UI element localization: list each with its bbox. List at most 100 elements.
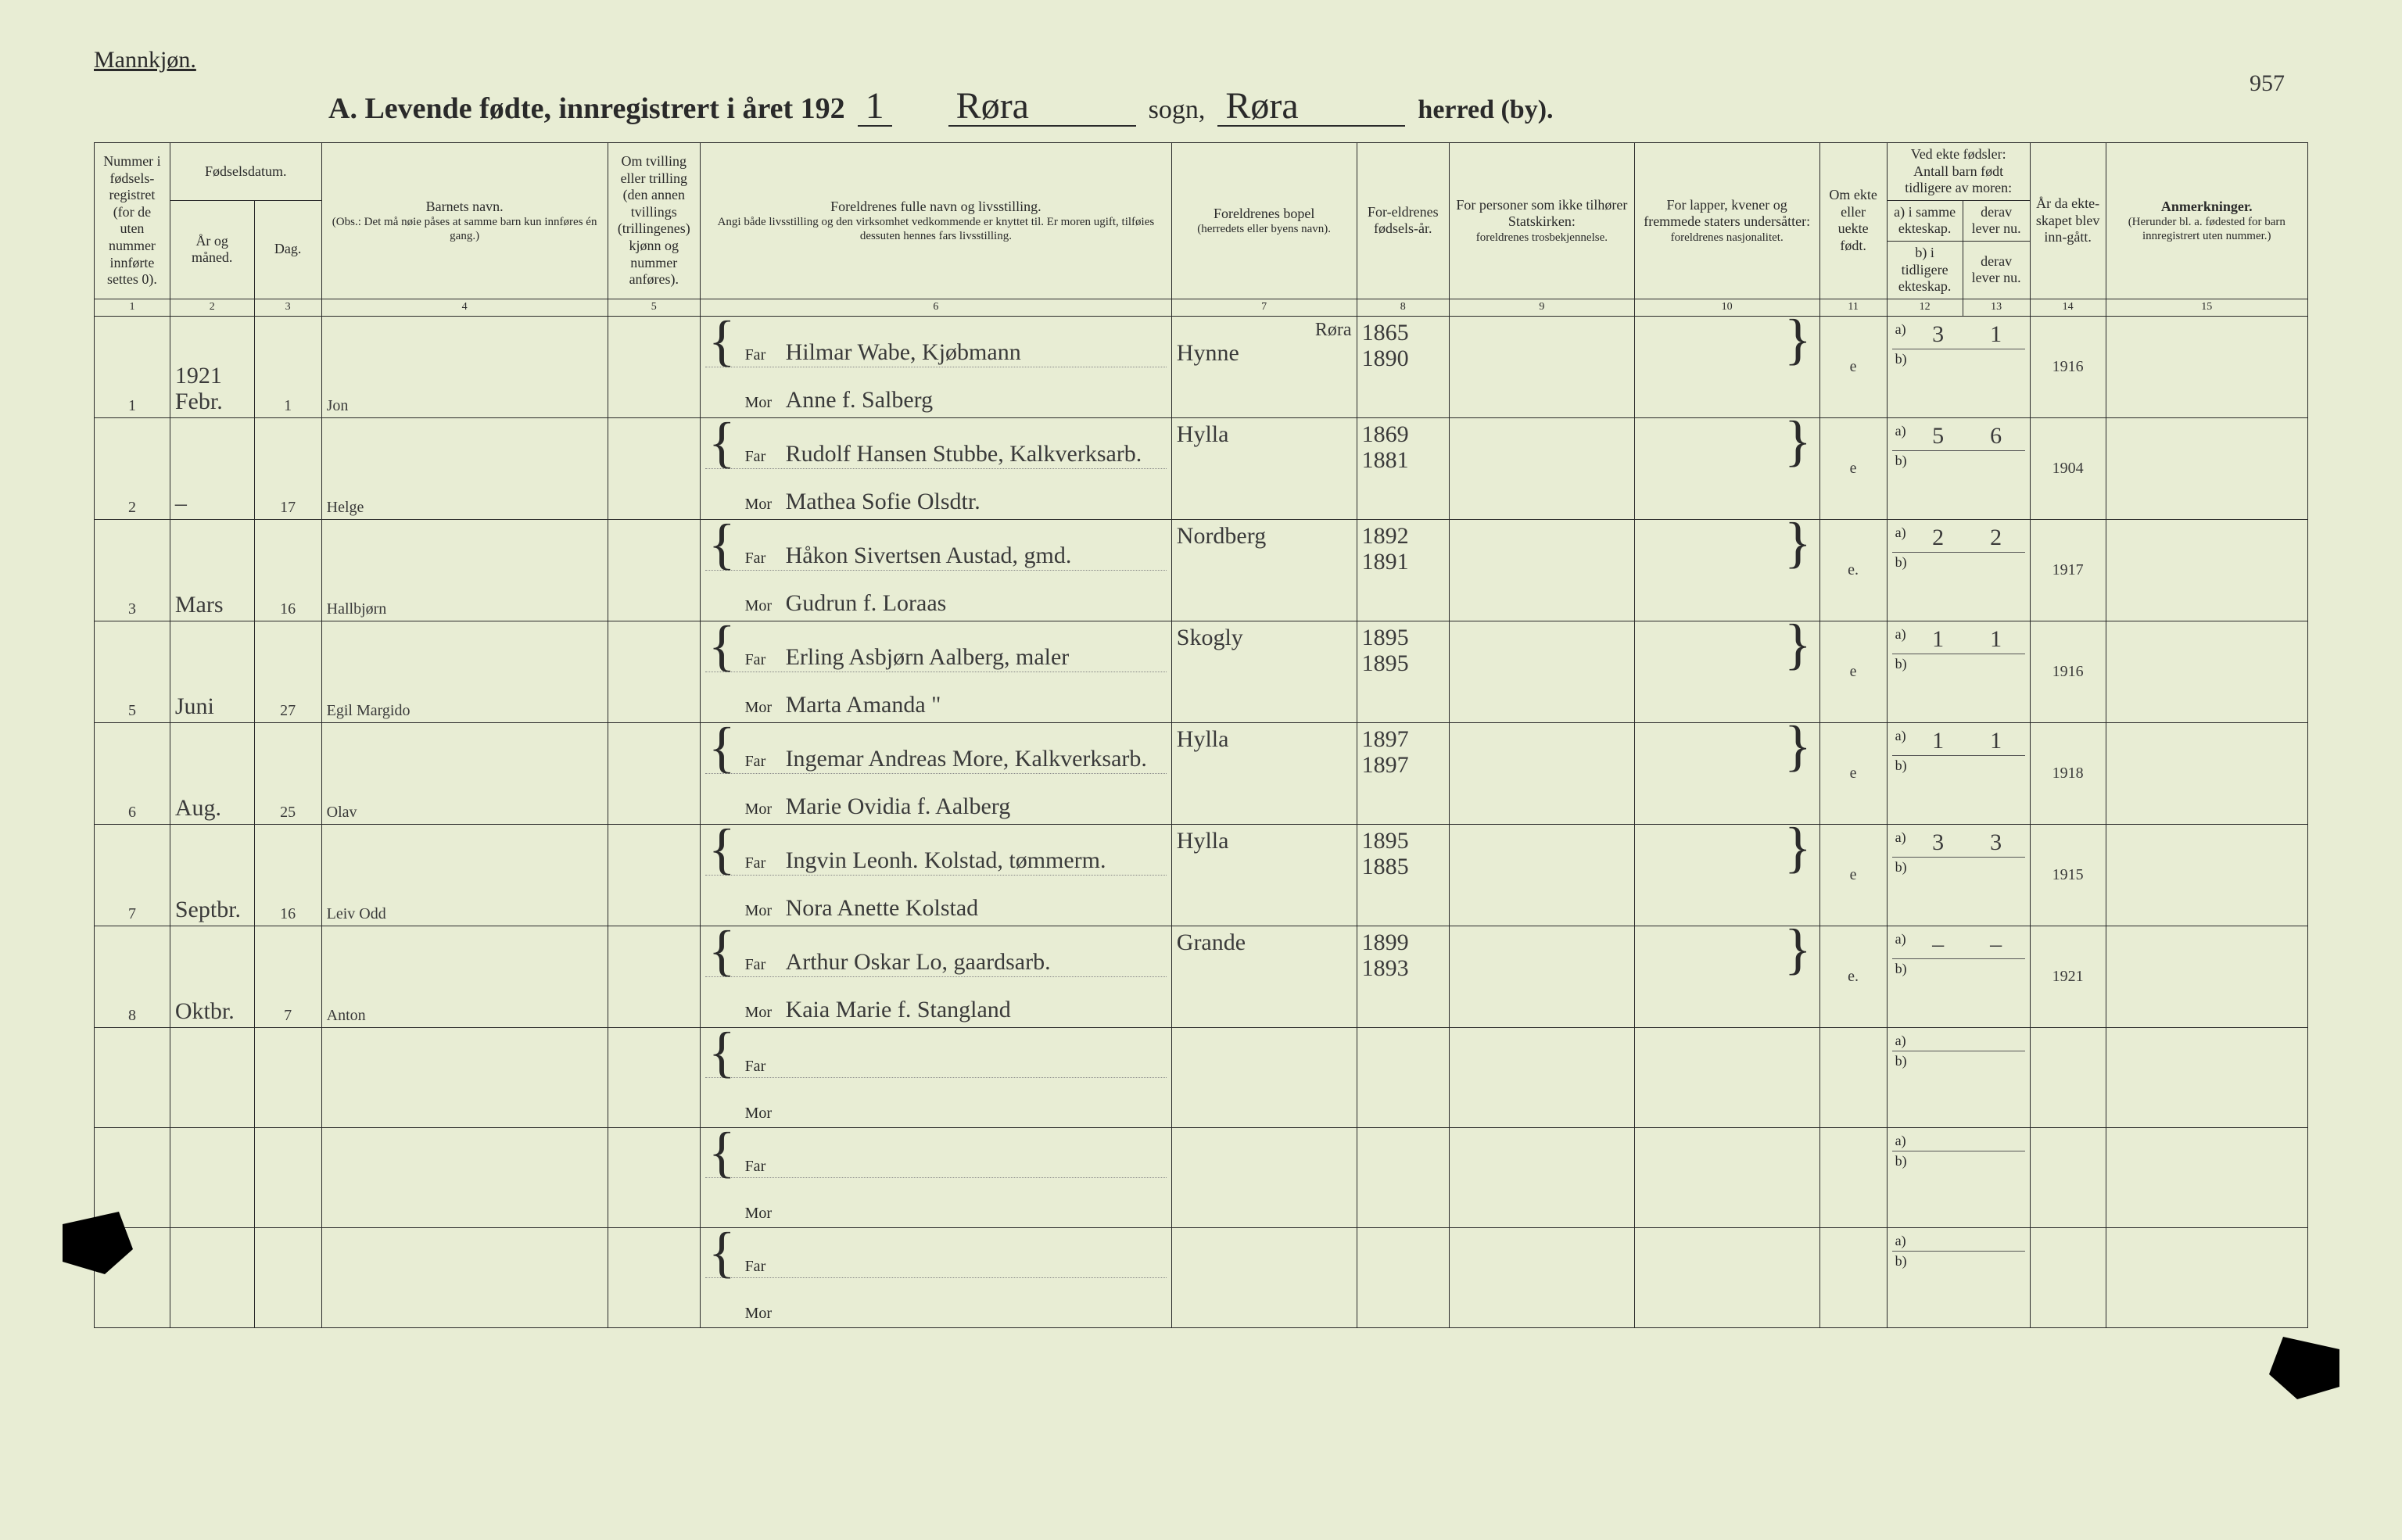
- table-cell: a)11b): [1887, 621, 2030, 722]
- row-day: 25: [280, 804, 296, 821]
- mor-label: Mor: [745, 1305, 780, 1323]
- table-cell: 6: [95, 722, 170, 824]
- table-cell: [254, 1027, 321, 1127]
- b-label: b): [1892, 1252, 2025, 1271]
- title-prefix: A. Levende fødte, innregistrert i året 1…: [328, 91, 845, 126]
- table-cell: [1634, 1027, 1819, 1127]
- table-cell: 7: [254, 926, 321, 1027]
- table-cell: Hylla: [1171, 824, 1357, 926]
- table-cell: Egil Margido: [321, 621, 608, 722]
- far-label: Far: [745, 1058, 780, 1076]
- a-label: a): [1892, 1231, 2025, 1252]
- table-cell: [1819, 1227, 1887, 1327]
- b-label: b): [1895, 453, 1907, 468]
- brace-icon: }: [1781, 421, 1815, 460]
- table-cell: 3: [95, 519, 170, 621]
- col-12b-header: b) i tidligere ekteskap.: [1887, 241, 1963, 299]
- a-label: a): [1895, 321, 1906, 347]
- mor-year: 1890: [1362, 346, 1444, 371]
- table-cell: }: [1634, 926, 1819, 1027]
- table-cell: [1357, 1227, 1449, 1327]
- table-cell: [608, 1027, 700, 1127]
- ekte: e.: [1848, 561, 1859, 578]
- col-1-header: Nummer i fødsels-registret (for de uten …: [95, 143, 170, 299]
- far-label: Far: [745, 550, 780, 568]
- a-label: a): [1895, 423, 1906, 449]
- far-year: 1897: [1362, 726, 1444, 752]
- table-body: 11921Febr.1Jon{FarHilmar Wabe, Kjøbmann{…: [95, 316, 2308, 1327]
- far-label: Far: [745, 1258, 780, 1276]
- mor-name: Gudrun f. Loraas: [786, 590, 947, 616]
- row-num: 7: [128, 905, 136, 922]
- row-month: Septbr.: [175, 897, 249, 922]
- marriage-year: 1915: [2052, 866, 2084, 883]
- table-cell: Hylla: [1171, 417, 1357, 519]
- mor-year: 1881: [1362, 447, 1444, 473]
- table-cell: e.: [1819, 926, 1887, 1027]
- table-cell: Septbr.: [170, 824, 254, 926]
- col-14-header: År da ekte-skapet blev inn-gått.: [2030, 143, 2106, 299]
- col-2-header: År og måned.: [170, 200, 254, 299]
- row-num: 5: [128, 702, 136, 719]
- table-cell: {FarHåkon Sivertsen Austad, gmd.{MorGudr…: [701, 519, 1172, 621]
- table-cell: }: [1634, 519, 1819, 621]
- mor-label: Mor: [745, 699, 780, 717]
- row-month: Juni: [175, 693, 249, 719]
- table-cell: [2106, 316, 2307, 417]
- col-7-header: Foreldrenes bopel (herredets eller byens…: [1171, 143, 1357, 299]
- col-4-header: Barnets navn. (Obs.: Det må nøie påses a…: [321, 143, 608, 299]
- table-row: {Far{Mora)b): [95, 1127, 2308, 1227]
- table-cell: e.: [1819, 519, 1887, 621]
- a-same: 3: [1913, 321, 1964, 347]
- table-cell: a)b): [1887, 1027, 2030, 1127]
- row-month: Febr.: [175, 389, 249, 414]
- table-cell: {FarRudolf Hansen Stubbe, Kalkverksarb.{…: [701, 417, 1172, 519]
- table-cell: 1: [95, 316, 170, 417]
- col-8-header: For-eldrenes fødsels-år.: [1357, 143, 1449, 299]
- table-cell: Leiv Odd: [321, 824, 608, 926]
- sogn-value: Røra: [948, 88, 1136, 127]
- table-cell: [1171, 1227, 1357, 1327]
- table-cell: {Far{Mor: [701, 1027, 1172, 1127]
- row-day: 17: [280, 499, 296, 516]
- table-cell: 8: [95, 926, 170, 1027]
- mor-year: 1895: [1362, 650, 1444, 676]
- col-6-header: Foreldrenes fulle navn og livsstilling. …: [701, 143, 1172, 299]
- marriage-year: 1921: [2052, 968, 2084, 985]
- colnum-8: 8: [1357, 299, 1449, 316]
- table-cell: [2106, 1127, 2307, 1227]
- table-cell: [1171, 1127, 1357, 1227]
- mor-label: Mor: [745, 1205, 780, 1223]
- table-cell: {FarHilmar Wabe, Kjøbmann{MorAnne f. Sal…: [701, 316, 1172, 417]
- far-year: 1865: [1362, 320, 1444, 346]
- mor-year: 1891: [1362, 549, 1444, 575]
- table-cell: 1921: [2030, 926, 2106, 1027]
- table-cell: 25: [254, 722, 321, 824]
- table-cell: a) 56 b): [1887, 417, 2030, 519]
- a-live: 2: [1970, 525, 2022, 550]
- table-cell: [95, 1127, 170, 1227]
- a-live: 6: [1970, 423, 2022, 449]
- table-row: 3Mars16Hallbjørn{FarHåkon Sivertsen Aust…: [95, 519, 2308, 621]
- table-cell: [1819, 1027, 1887, 1127]
- herred-label: herred (by).: [1418, 95, 1553, 125]
- far-label: Far: [745, 753, 780, 771]
- row-month: Mars: [175, 592, 249, 618]
- table-row: 5Juni27Egil Margido{FarErling Asbjørn Aa…: [95, 621, 2308, 722]
- b-label: b): [1895, 351, 1907, 367]
- table-cell: [2106, 1227, 2307, 1327]
- a-label: a): [1895, 626, 1906, 652]
- table-cell: 1918: [2030, 722, 2106, 824]
- table-cell: Grande: [1171, 926, 1357, 1027]
- colnum-6: 6: [701, 299, 1172, 316]
- far-label: Far: [745, 854, 780, 872]
- brace-icon: {: [705, 626, 739, 665]
- a-same: 5: [1913, 423, 1964, 449]
- ekte: e: [1850, 460, 1857, 477]
- row-day: 27: [280, 702, 296, 719]
- table-row: 11921Febr.1Jon{FarHilmar Wabe, Kjøbmann{…: [95, 316, 2308, 417]
- far-label: Far: [745, 956, 780, 974]
- table-cell: Oktbr.: [170, 926, 254, 1027]
- colnum-7: 7: [1171, 299, 1357, 316]
- table-cell: a)33b): [1887, 824, 2030, 926]
